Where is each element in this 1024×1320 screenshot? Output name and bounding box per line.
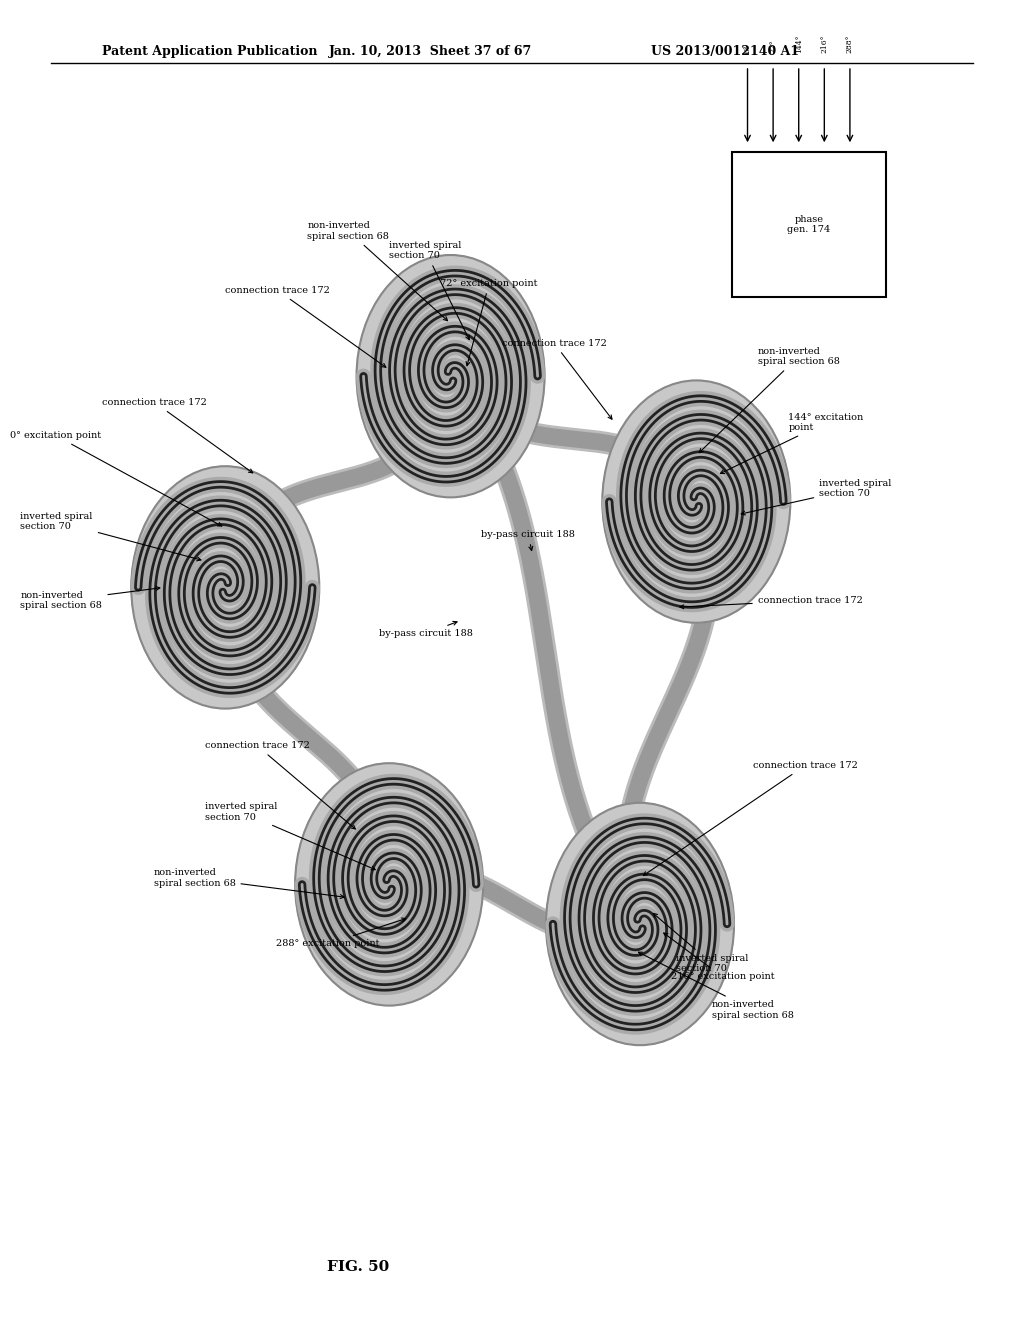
Text: inverted spiral
section 70: inverted spiral section 70 bbox=[741, 479, 892, 515]
Text: 144° excitation
point: 144° excitation point bbox=[721, 413, 863, 474]
Text: phase
gen. 174: phase gen. 174 bbox=[787, 215, 830, 234]
Text: non-inverted
spiral section 68: non-inverted spiral section 68 bbox=[307, 222, 447, 321]
Text: connection trace 172: connection trace 172 bbox=[102, 399, 253, 473]
Text: FIG. 50: FIG. 50 bbox=[328, 1261, 389, 1274]
Text: 0°: 0° bbox=[743, 44, 752, 53]
Text: inverted spiral
section 70: inverted spiral section 70 bbox=[20, 512, 201, 561]
Text: non-inverted
spiral section 68: non-inverted spiral section 68 bbox=[154, 869, 344, 899]
Text: 216° excitation point: 216° excitation point bbox=[664, 933, 774, 981]
Text: 216°: 216° bbox=[820, 34, 828, 53]
Text: connection trace 172: connection trace 172 bbox=[225, 286, 386, 367]
Text: connection trace 172: connection trace 172 bbox=[680, 597, 862, 609]
Circle shape bbox=[602, 380, 791, 623]
Text: non-inverted
spiral section 68: non-inverted spiral section 68 bbox=[699, 347, 840, 453]
Text: US 2013/0012140 A1: US 2013/0012140 A1 bbox=[650, 45, 799, 58]
Circle shape bbox=[295, 763, 483, 1006]
Text: 0° excitation point: 0° excitation point bbox=[10, 432, 222, 527]
Text: 144°: 144° bbox=[795, 34, 803, 53]
Text: connection trace 172: connection trace 172 bbox=[502, 339, 612, 420]
Text: Patent Application Publication: Patent Application Publication bbox=[102, 45, 317, 58]
Text: inverted spiral
section 70: inverted spiral section 70 bbox=[389, 242, 469, 339]
Circle shape bbox=[356, 255, 545, 498]
Text: 72° excitation point: 72° excitation point bbox=[440, 280, 538, 366]
Circle shape bbox=[131, 466, 319, 709]
Text: by-pass circuit 188: by-pass circuit 188 bbox=[379, 622, 473, 638]
Text: Jan. 10, 2013  Sheet 37 of 67: Jan. 10, 2013 Sheet 37 of 67 bbox=[329, 45, 531, 58]
Text: by-pass circuit 188: by-pass circuit 188 bbox=[481, 531, 575, 550]
FancyBboxPatch shape bbox=[732, 152, 886, 297]
Text: non-inverted
spiral section 68: non-inverted spiral section 68 bbox=[20, 586, 160, 610]
Text: non-inverted
spiral section 68: non-inverted spiral section 68 bbox=[639, 952, 794, 1019]
Text: 288° excitation point: 288° excitation point bbox=[276, 917, 406, 948]
Circle shape bbox=[546, 803, 734, 1045]
Text: connection trace 172: connection trace 172 bbox=[205, 742, 355, 829]
Text: 72°: 72° bbox=[769, 40, 777, 53]
Text: inverted spiral
section 70: inverted spiral section 70 bbox=[653, 913, 749, 973]
Text: inverted spiral
section 70: inverted spiral section 70 bbox=[205, 803, 375, 870]
Text: connection trace 172: connection trace 172 bbox=[643, 762, 857, 875]
Text: 288°: 288° bbox=[846, 34, 854, 53]
